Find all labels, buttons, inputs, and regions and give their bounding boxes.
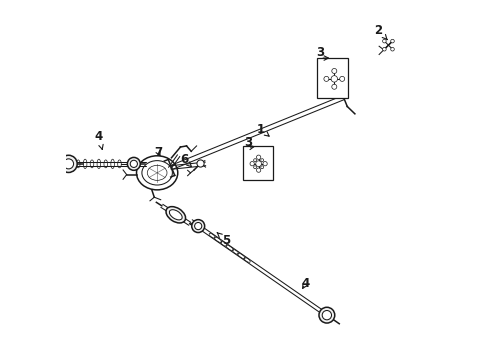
- Circle shape: [383, 39, 386, 43]
- Circle shape: [391, 39, 394, 43]
- Ellipse shape: [170, 210, 182, 220]
- Ellipse shape: [166, 207, 186, 223]
- Bar: [317, 58, 348, 98]
- Circle shape: [195, 222, 202, 230]
- Circle shape: [197, 160, 204, 167]
- Circle shape: [60, 155, 77, 172]
- Circle shape: [332, 84, 337, 89]
- Circle shape: [130, 160, 137, 167]
- Circle shape: [322, 310, 332, 320]
- Bar: [243, 146, 272, 180]
- Circle shape: [250, 162, 254, 166]
- Text: 4: 4: [95, 130, 103, 149]
- Text: 1: 1: [257, 123, 269, 136]
- Circle shape: [127, 157, 140, 170]
- Text: 6: 6: [180, 153, 192, 167]
- Circle shape: [64, 159, 74, 169]
- Circle shape: [256, 155, 261, 159]
- Circle shape: [340, 76, 344, 81]
- Circle shape: [332, 68, 337, 73]
- Text: 2: 2: [374, 24, 387, 40]
- Circle shape: [319, 307, 335, 323]
- Circle shape: [256, 168, 261, 172]
- Circle shape: [263, 162, 267, 166]
- Text: 5: 5: [217, 233, 230, 247]
- Circle shape: [383, 48, 386, 51]
- Text: 4: 4: [301, 278, 309, 291]
- Circle shape: [324, 76, 329, 81]
- Circle shape: [331, 76, 338, 82]
- Circle shape: [256, 161, 262, 167]
- Text: 7: 7: [154, 145, 162, 158]
- Circle shape: [192, 220, 205, 233]
- Text: 3: 3: [316, 46, 324, 59]
- Circle shape: [391, 48, 394, 51]
- Text: 3: 3: [244, 136, 252, 149]
